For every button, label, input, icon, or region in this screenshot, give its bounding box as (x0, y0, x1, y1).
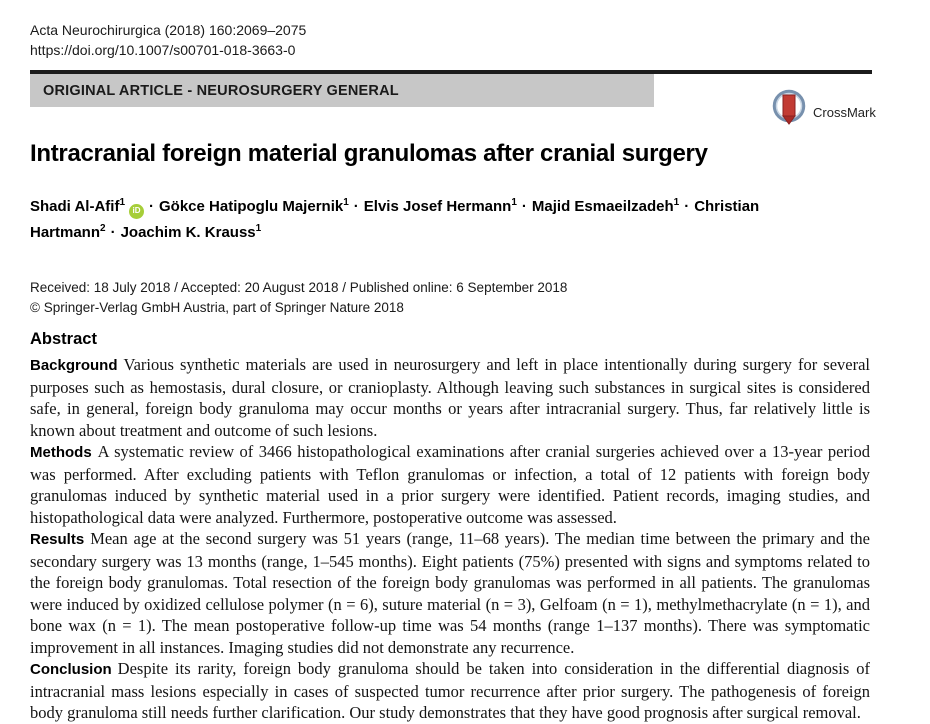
copyright-line: © Springer-Verlag GmbH Austria, part of … (30, 300, 404, 315)
doi-link[interactable]: https://doi.org/10.1007/s00701-018-3663-… (30, 42, 296, 58)
abstract-section-text: Mean age at the second surgery was 51 ye… (30, 529, 870, 657)
author-separator: · (110, 224, 116, 241)
abstract-body: Background Various synthetic materials ar… (30, 354, 870, 724)
author: Gökce Hatipoglu Majernik1 (159, 197, 349, 216)
crossmark-badge[interactable]: CrossMark (770, 88, 876, 137)
article-type-label: ORIGINAL ARTICLE - NEUROSURGERY GENERAL (43, 82, 399, 99)
received-dates-line: Received: 18 July 2018 / Accepted: 20 Au… (30, 280, 568, 295)
author: Majid Esmaeilzadeh1 (531, 197, 680, 216)
crossmark-label: CrossMark (813, 105, 876, 120)
author: Christian Hartmann2 (30, 198, 760, 241)
author: Shadi Al-Afif1 (30, 197, 125, 216)
abstract-heading: Abstract (30, 330, 97, 348)
author-separator: · (149, 198, 154, 215)
abstract-section-label: Background (30, 357, 118, 374)
header-rule (30, 70, 872, 74)
author-separator: · (353, 198, 359, 215)
abstract-section-text: A systematic review of 3466 histopatholo… (30, 442, 870, 527)
author: Joachim K. Krauss1 (120, 223, 262, 242)
abstract-section-results: Results Mean age at the second surgery wa… (30, 528, 870, 658)
abstract-section-label: Methods (30, 444, 92, 461)
crossmark-icon (770, 88, 808, 137)
abstract-section-background: Background Various synthetic materials ar… (30, 354, 870, 441)
abstract-section-label: Results (30, 531, 85, 548)
article-title: Intracranial foreign material granulomas… (30, 140, 708, 167)
abstract-section-label: Conclusion (30, 661, 112, 678)
orcid-icon[interactable]: iD (129, 203, 144, 219)
abstract-section-conclusion: Conclusion Despite its rarity, foreign bo… (30, 658, 870, 724)
author-separator: · (684, 198, 690, 215)
author-separator: · (521, 198, 527, 215)
article-type-banner: ORIGINAL ARTICLE - NEUROSURGERY GENERAL (30, 74, 654, 107)
journal-citation: Acta Neurochirurgica (2018) 160:2069–207… (30, 22, 307, 38)
abstract-section-methods: Methods A systematic review of 3466 histo… (30, 441, 870, 528)
abstract-section-text: Despite its rarity, foreign body granulo… (30, 659, 870, 722)
author: Elvis Josef Hermann1 (363, 197, 517, 216)
author-list: Shadi Al-Afif1iD · Gökce Hatipoglu Majerni… (30, 194, 875, 246)
abstract-section-text: Various synthetic materials are used in … (30, 355, 870, 440)
